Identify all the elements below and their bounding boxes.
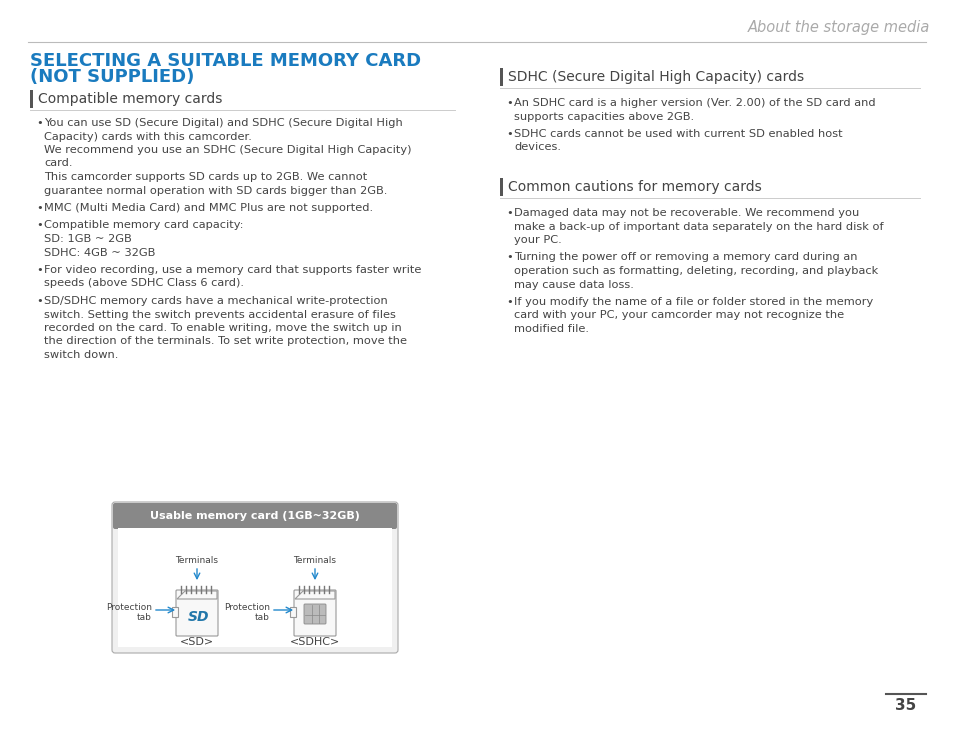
Text: This camcorder supports SD cards up to 2GB. We cannot: This camcorder supports SD cards up to 2… — [44, 172, 367, 182]
Text: About the storage media: About the storage media — [747, 20, 929, 35]
FancyBboxPatch shape — [499, 178, 502, 196]
Text: If you modify the name of a file or folder stored in the memory: If you modify the name of a file or fold… — [514, 297, 872, 307]
Text: Common cautions for memory cards: Common cautions for memory cards — [507, 180, 760, 194]
Text: •: • — [505, 129, 512, 139]
Text: Usable memory card (1GB~32GB): Usable memory card (1GB~32GB) — [150, 511, 359, 521]
Text: •: • — [36, 220, 43, 231]
Text: speeds (above SDHC Class 6 card).: speeds (above SDHC Class 6 card). — [44, 279, 244, 288]
FancyBboxPatch shape — [499, 68, 502, 86]
FancyBboxPatch shape — [294, 590, 335, 636]
Text: the direction of the terminals. To set write protection, move the: the direction of the terminals. To set w… — [44, 337, 407, 347]
Text: •: • — [36, 203, 43, 213]
FancyBboxPatch shape — [304, 604, 326, 624]
Text: •: • — [36, 118, 43, 128]
Text: devices.: devices. — [514, 142, 560, 153]
Text: 35: 35 — [894, 699, 915, 713]
FancyBboxPatch shape — [112, 503, 396, 529]
FancyBboxPatch shape — [175, 590, 218, 636]
Text: SD: SD — [188, 610, 210, 624]
Text: •: • — [505, 253, 512, 263]
Text: Protection: Protection — [106, 602, 152, 612]
FancyBboxPatch shape — [172, 607, 178, 617]
Text: card with your PC, your camcorder may not recognize the: card with your PC, your camcorder may no… — [514, 310, 843, 320]
Polygon shape — [177, 591, 216, 599]
Text: tab: tab — [137, 612, 152, 621]
Text: •: • — [36, 265, 43, 275]
Text: •: • — [505, 98, 512, 108]
Text: SDHC cards cannot be used with current SD enabled host: SDHC cards cannot be used with current S… — [514, 129, 841, 139]
Text: SD/SDHC memory cards have a mechanical write-protection: SD/SDHC memory cards have a mechanical w… — [44, 296, 387, 306]
FancyBboxPatch shape — [117, 508, 393, 527]
Text: Damaged data may not be recoverable. We recommend you: Damaged data may not be recoverable. We … — [514, 208, 859, 218]
Text: switch. Setting the switch prevents accidental erasure of files: switch. Setting the switch prevents acci… — [44, 310, 395, 320]
Text: For video recording, use a memory card that supports faster write: For video recording, use a memory card t… — [44, 265, 421, 275]
Text: recorded on the card. To enable writing, move the switch up in: recorded on the card. To enable writing,… — [44, 323, 401, 333]
Text: Compatible memory card capacity:: Compatible memory card capacity: — [44, 220, 243, 231]
Text: •: • — [505, 208, 512, 218]
Text: operation such as formatting, deleting, recording, and playback: operation such as formatting, deleting, … — [514, 266, 878, 276]
Text: •: • — [505, 297, 512, 307]
Polygon shape — [294, 591, 335, 599]
Text: An SDHC card is a higher version (Ver. 2.00) of the SD card and: An SDHC card is a higher version (Ver. 2… — [514, 98, 875, 108]
Text: MMC (Multi Media Card) and MMC Plus are not supported.: MMC (Multi Media Card) and MMC Plus are … — [44, 203, 373, 213]
Text: tab: tab — [254, 612, 270, 621]
Text: card.: card. — [44, 158, 72, 169]
FancyBboxPatch shape — [30, 90, 33, 108]
Text: <SD>: <SD> — [180, 637, 213, 647]
Text: •: • — [36, 296, 43, 306]
Text: supports capacities above 2GB.: supports capacities above 2GB. — [514, 112, 694, 121]
Text: make a back-up of important data separately on the hard disk of: make a back-up of important data separat… — [514, 221, 882, 231]
Text: Compatible memory cards: Compatible memory cards — [38, 92, 222, 106]
Text: Capacity) cards with this camcorder.: Capacity) cards with this camcorder. — [44, 131, 252, 142]
Text: We recommend you use an SDHC (Secure Digital High Capacity): We recommend you use an SDHC (Secure Dig… — [44, 145, 411, 155]
Text: SDHC (Secure Digital High Capacity) cards: SDHC (Secure Digital High Capacity) card… — [507, 70, 803, 84]
Text: You can use SD (Secure Digital) and SDHC (Secure Digital High: You can use SD (Secure Digital) and SDHC… — [44, 118, 402, 128]
Text: Terminals: Terminals — [294, 556, 336, 565]
FancyBboxPatch shape — [290, 607, 295, 617]
Text: Terminals: Terminals — [175, 556, 218, 565]
Text: <SDHC>: <SDHC> — [290, 637, 340, 647]
Text: guarantee normal operation with SD cards bigger than 2GB.: guarantee normal operation with SD cards… — [44, 185, 387, 196]
Text: SDHC: 4GB ~ 32GB: SDHC: 4GB ~ 32GB — [44, 247, 155, 258]
Text: (NOT SUPPLIED): (NOT SUPPLIED) — [30, 68, 194, 86]
FancyBboxPatch shape — [112, 502, 397, 653]
FancyBboxPatch shape — [118, 528, 392, 647]
Text: modified file.: modified file. — [514, 324, 588, 334]
Text: your PC.: your PC. — [514, 235, 561, 245]
Text: Protection: Protection — [224, 602, 270, 612]
Text: may cause data loss.: may cause data loss. — [514, 280, 633, 290]
Text: switch down.: switch down. — [44, 350, 118, 360]
Text: SELECTING A SUITABLE MEMORY CARD: SELECTING A SUITABLE MEMORY CARD — [30, 52, 420, 70]
Text: Turning the power off or removing a memory card during an: Turning the power off or removing a memo… — [514, 253, 857, 263]
Text: SD: 1GB ~ 2GB: SD: 1GB ~ 2GB — [44, 234, 132, 244]
